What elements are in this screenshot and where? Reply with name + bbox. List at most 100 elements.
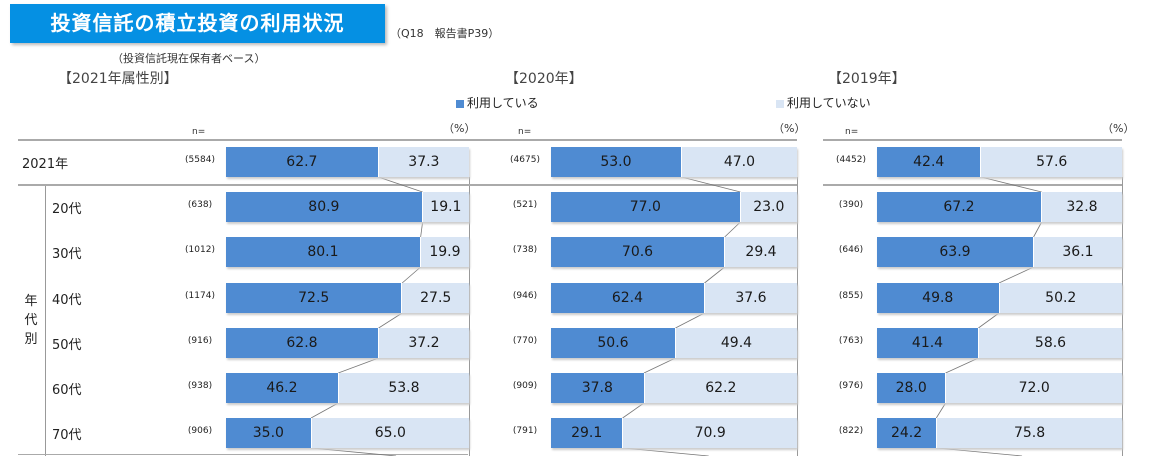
connector-line: [980, 176, 1042, 193]
data-label-not-used: 27.5: [420, 290, 452, 306]
connector-line: [724, 221, 741, 238]
data-label-used: 24.2: [890, 425, 923, 441]
connector-line: [936, 447, 1023, 456]
data-label-used: 62.7: [286, 154, 318, 170]
bar-segment-used: 63.9: [877, 237, 1033, 267]
connector-line: [310, 402, 339, 419]
stacked-bar: 70.6 29.4: [551, 237, 797, 267]
sample-size: (5584): [185, 155, 215, 165]
connector-line: [378, 312, 403, 329]
sample-size: (738): [512, 245, 538, 255]
data-label-not-used: 62.2: [705, 380, 737, 396]
bar-segment-used: 46.2: [226, 373, 338, 403]
stacked-bar: 80.9 19.1: [226, 192, 469, 222]
data-label-not-used: 58.6: [1034, 335, 1067, 351]
connector-line: [1033, 221, 1042, 238]
bar-segment-not-used: 29.4: [723, 237, 797, 267]
connector-line: [998, 266, 1034, 284]
panel-right-edge: [797, 177, 798, 456]
bar-segment-used: 67.2: [877, 192, 1041, 222]
data-label-used: 50.6: [597, 335, 629, 351]
bar-segment-not-used: 47.0: [680, 147, 797, 177]
bar-segment-not-used: 23.0: [739, 192, 797, 222]
bar-segment-not-used: 37.2: [377, 328, 469, 358]
sample-size: (909): [512, 381, 538, 391]
bar-segment-used: 80.9: [226, 192, 422, 222]
bar-segment-used: 80.1: [226, 237, 420, 267]
table-rule: [823, 184, 1122, 186]
bar-segment-not-used: 49.4: [674, 328, 797, 358]
connector-line: [622, 402, 645, 419]
source-note: （Q18 報告書P39）: [390, 27, 500, 40]
bar-segment-used: 24.2: [877, 418, 937, 448]
stacked-bar: 50.6 49.4: [551, 328, 797, 358]
sample-size: (946): [512, 291, 538, 301]
data-label-used: 35.0: [252, 425, 284, 441]
bar-segment-used: 62.4: [551, 283, 704, 313]
n-header: n=: [845, 127, 859, 137]
sample-size: (646): [838, 245, 864, 255]
connector-line: [704, 266, 725, 284]
stacked-bar: 29.1 70.9: [551, 418, 797, 448]
legend-used: 利用している: [456, 94, 539, 111]
row-label: 50代: [52, 338, 82, 353]
sample-size: (390): [838, 200, 864, 210]
row-label: 70代: [52, 428, 82, 443]
stacked-bar: 24.2 75.8: [877, 418, 1122, 448]
unit-label: （%）: [773, 122, 806, 135]
bar-segment-used: 62.7: [226, 147, 378, 177]
data-label-used: 46.2: [266, 380, 298, 396]
bar-segment-used: 50.6: [551, 328, 675, 358]
sample-size: (906): [187, 426, 213, 436]
bar-segment-used: 35.0: [226, 418, 311, 448]
stacked-bar: 62.8 37.2: [226, 328, 469, 358]
table-rule: [433, 184, 797, 186]
connector-line: [401, 266, 421, 284]
panel-title-2019: 【2019年】: [828, 71, 906, 87]
bar-segment-used: 62.8: [226, 328, 378, 358]
data-label-not-used: 37.2: [408, 335, 440, 351]
legend-not-used-label: 利用していない: [787, 96, 871, 110]
base-note: （投資信託現在保有者ベース）: [112, 52, 266, 65]
unit-label: （%）: [443, 122, 476, 135]
stacked-bar: 67.2 32.8: [877, 192, 1122, 222]
n-header: n=: [192, 127, 206, 137]
bar-segment-used: 53.0: [551, 147, 681, 177]
sample-size: (770): [512, 336, 538, 346]
data-label-used: 29.1: [571, 425, 603, 441]
data-label-not-used: 72.0: [1018, 380, 1050, 396]
data-label-used: 53.0: [600, 154, 632, 170]
sample-size: (763): [838, 336, 864, 346]
data-label-used: 80.9: [308, 199, 340, 215]
bar-segment-not-used: 19.9: [419, 237, 469, 267]
bar-segment-not-used: 70.9: [622, 418, 797, 448]
data-label-used: 72.5: [298, 290, 330, 306]
row-label: 40代: [52, 293, 82, 308]
data-label-not-used: 23.0: [753, 199, 785, 215]
data-label-used: 77.0: [629, 199, 661, 215]
data-label-used: 62.8: [286, 335, 318, 351]
data-label-used: 62.4: [611, 290, 644, 306]
connector-line: [945, 357, 979, 374]
data-label-not-used: 19.1: [430, 199, 462, 215]
data-label-not-used: 19.9: [429, 244, 461, 260]
stacked-bar: 62.7 37.3: [226, 147, 469, 177]
panel-title-2020: 【2020年】: [505, 71, 583, 87]
sample-size: (4452): [836, 155, 866, 165]
data-label-used: 70.6: [621, 244, 654, 260]
sample-size: (4675): [510, 155, 540, 165]
data-label-not-used: 50.2: [1045, 290, 1077, 306]
data-label-used: 41.4: [911, 335, 944, 351]
stacked-bar: 80.1 19.9: [226, 237, 469, 267]
bar-segment-not-used: 37.3: [377, 147, 469, 177]
data-label-not-used: 47.0: [723, 154, 756, 170]
bar-segment-not-used: 65.0: [310, 418, 469, 448]
bar-segment-used: 70.6: [551, 237, 724, 267]
stacked-bar: 72.5 27.5: [226, 283, 469, 313]
table-rule: [433, 139, 797, 141]
data-label-used: 67.2: [943, 199, 975, 215]
data-label-used: 42.4: [913, 154, 945, 170]
stacked-bar: 63.9 36.1: [877, 237, 1122, 267]
sample-size: (916): [187, 336, 213, 346]
